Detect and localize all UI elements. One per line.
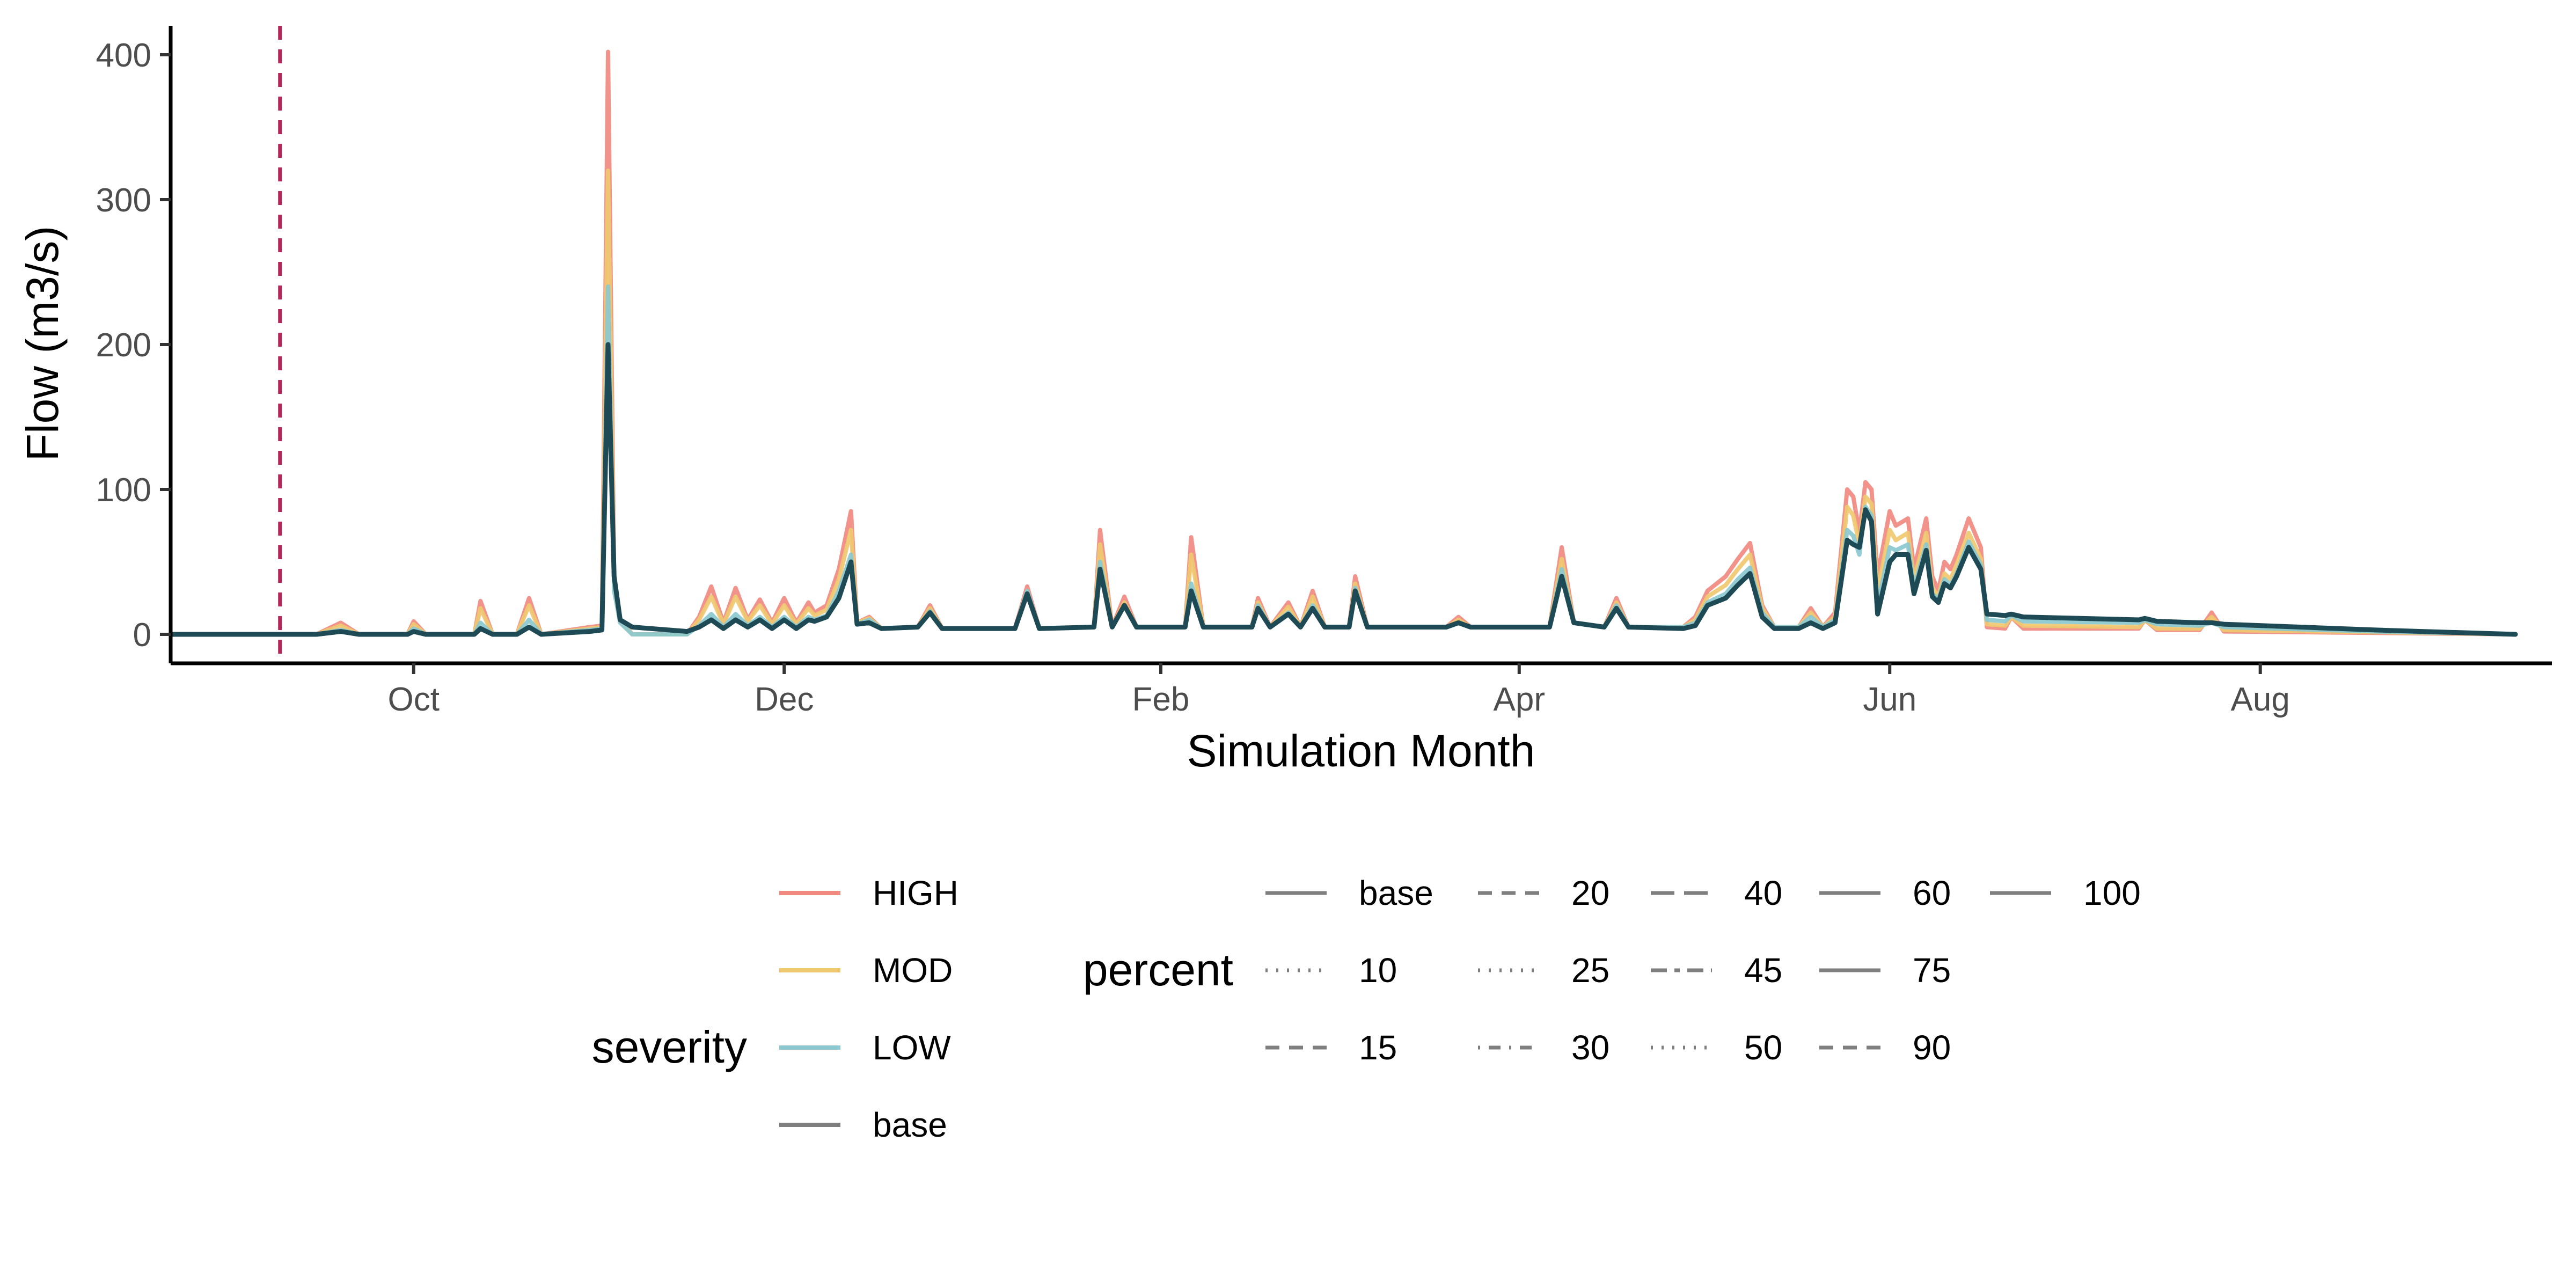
x-tick-label: Jun [1863,681,1916,718]
y-tick-label: 300 [96,182,151,219]
legend-severity-title: severity [592,1022,747,1072]
x-tick-label: Apr [1494,681,1545,718]
legend-label-percent-40: 40 [1744,874,1782,912]
x-tick-label: Aug [2231,681,2290,718]
legend-label-percent-25: 25 [1571,951,1609,990]
legend-label-percent-45: 45 [1744,951,1782,990]
legend-label-percent-15: 15 [1359,1028,1397,1067]
legend-label-percent-75: 75 [1913,951,1951,990]
x-axis-ticks: Oct Dec Feb Apr Jun Aug [388,663,2290,718]
legend-label-high: HIGH [873,874,958,912]
legend-percent: percent base 10 15 20 25 30 40 45 50 60 75 90 100 [1083,874,2141,1067]
legend-label-percent-30: 30 [1571,1028,1609,1067]
y-tick-label: 200 [96,327,151,364]
legend-label-percent-20: 20 [1571,874,1609,912]
legend-label-percent-base: base [1359,874,1433,912]
y-tick-label: 100 [96,472,151,509]
series-layer [168,49,2518,637]
y-tick-label: 0 [133,617,151,654]
x-tick-label: Oct [388,681,440,718]
legend-label-percent-100: 100 [2083,874,2141,912]
legend-label-base: base [873,1106,947,1144]
legend-label-mod: MOD [873,951,953,990]
legend-label-percent-60: 60 [1913,874,1951,912]
legend-label-percent-10: 10 [1359,951,1397,990]
series-line-base [168,342,2518,637]
legend-percent-title: percent [1083,945,1233,995]
x-tick-label: Dec [755,681,814,718]
x-axis-title: Simulation Month [1187,726,1535,776]
y-axis-title: Flow (m3/s) [17,226,68,462]
y-tick-label: 400 [96,37,151,74]
legend-label-percent-50: 50 [1744,1028,1782,1067]
x-tick-label: Feb [1132,681,1190,718]
y-axis-ticks: 0 100 200 300 400 [96,37,171,654]
legend-label-percent-90: 90 [1913,1028,1951,1067]
legend-severity: severity HIGH MOD LOW base [592,874,958,1144]
legend-label-low: LOW [873,1028,951,1067]
